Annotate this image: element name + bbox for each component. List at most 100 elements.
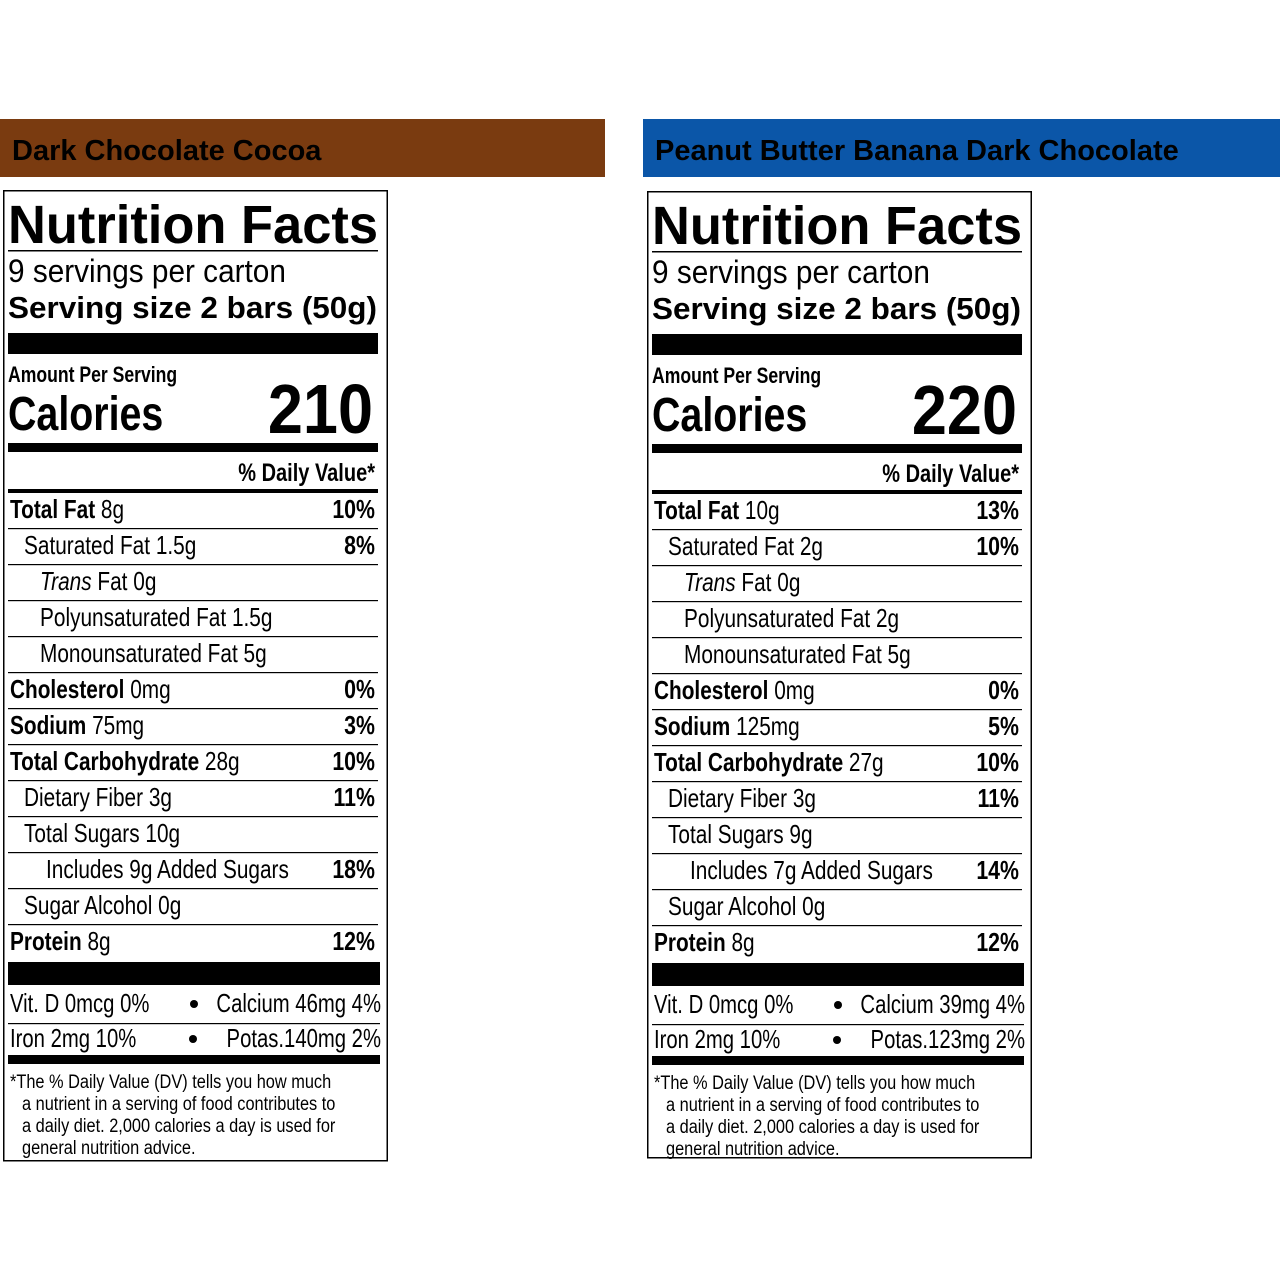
- bullet: [834, 1001, 842, 1009]
- nutrient-amount: 5g: [244, 638, 267, 668]
- nutrient-row: Total Sugars 9g: [668, 819, 813, 849]
- nutrient-row: Total Carbohydrate 28g: [10, 746, 240, 776]
- rule-medium: [8, 1055, 380, 1064]
- rule-medium: [652, 490, 1022, 494]
- rule-thin: [652, 251, 1022, 253]
- calories-label: Calories: [8, 388, 163, 441]
- header-banner: [643, 119, 1280, 177]
- nutrient-name: Total Carbohydrate: [10, 746, 199, 776]
- vitamin-left: Vit. D 0mcg 0%: [10, 988, 149, 1018]
- rule-medium: [8, 489, 378, 493]
- nutrient-amount: 2g: [876, 603, 899, 633]
- nutrient-row: Saturated Fat 2g: [668, 531, 823, 561]
- row-rule: [652, 529, 1022, 531]
- footnote-line: general nutrition advice.: [666, 1139, 840, 1160]
- row-rule: [652, 925, 1022, 927]
- nutrient-row: Includes 7g Added Sugars: [690, 855, 933, 885]
- nutrient-row: Total Fat 10g: [654, 495, 780, 525]
- row-rule: [652, 745, 1022, 747]
- nutrient-name: Total Sugars: [668, 819, 784, 849]
- bullet: [833, 1036, 841, 1044]
- rule-thick: [8, 333, 378, 354]
- nutrient-name: Polyunsaturated Fat: [684, 603, 871, 633]
- row-rule: [652, 889, 1022, 891]
- row-rule: [652, 853, 1022, 855]
- nutrient-name: Polyunsaturated Fat: [40, 602, 227, 632]
- header-title: Dark Chocolate Cocoa: [12, 135, 322, 167]
- nutrient-row: Protein 8g: [654, 927, 755, 957]
- footnote-line: a daily diet. 2,000 calories a day is us…: [22, 1116, 336, 1137]
- nutrient-dv: 0%: [988, 675, 1019, 705]
- nutrient-dv: 14%: [976, 855, 1019, 885]
- nutrient-name: Includes 9g Added Sugars: [46, 854, 289, 884]
- row-rule: [8, 672, 378, 674]
- nutrient-amount: 27g: [849, 747, 884, 777]
- nutrient-dv: 10%: [332, 746, 375, 776]
- nutrient-row: Sugar Alcohol 0g: [668, 891, 825, 921]
- nutrient-amount: 3g: [793, 783, 816, 813]
- nutrient-name: Total Carbohydrate: [654, 747, 843, 777]
- row-rule: [652, 781, 1022, 783]
- nutrient-name: Saturated Fat: [668, 531, 795, 561]
- nutrient-dv: 3%: [344, 710, 375, 740]
- nutrient-row: Sodium 125mg: [654, 711, 800, 741]
- nutrient-row: Total Sugars 10g: [24, 818, 180, 848]
- nutrient-name: Dietary Fiber: [668, 783, 787, 813]
- nutrient-name: Cholesterol: [10, 674, 124, 704]
- nutrient-dv: 10%: [976, 531, 1019, 561]
- label-title: Nutrition Facts: [652, 196, 1022, 256]
- nutrient-amount: 3g: [149, 782, 172, 812]
- nutrient-amount: 75mg: [92, 710, 144, 740]
- nutrient-row: Saturated Fat 1.5g: [24, 530, 196, 560]
- label-border: [3, 190, 388, 1162]
- nutrient-amount: 0mg: [774, 675, 814, 705]
- label-title: Nutrition Facts: [8, 195, 378, 255]
- row-rule: [8, 816, 378, 818]
- row-rule: [652, 673, 1022, 675]
- amount-per-serving: Amount Per Serving: [652, 363, 821, 388]
- nutrient-dv: 11%: [978, 783, 1019, 813]
- rule-thick: [652, 334, 1022, 355]
- nutrient-name: Total Sugars: [24, 818, 140, 848]
- nutrient-dv: 8%: [344, 530, 375, 560]
- vitamin-left: Iron 2mg 10%: [10, 1023, 136, 1053]
- row-rule: [8, 852, 378, 854]
- footnote-line: a nutrient in a serving of food contribu…: [22, 1094, 335, 1115]
- row-rule: [8, 564, 378, 566]
- row-rule: [652, 817, 1022, 819]
- footnote-line: general nutrition advice.: [22, 1138, 196, 1159]
- nutrient-row: Total Fat 8g: [10, 494, 124, 524]
- rule-medium: [8, 443, 378, 452]
- servings: 9 servings per carton: [652, 254, 930, 290]
- row-rule: [8, 924, 378, 926]
- nutrient-amount: 8g: [87, 926, 110, 956]
- rule-thick: [652, 963, 1024, 986]
- nutrient-row: Cholesterol 0mg: [654, 675, 815, 705]
- row-rule: [652, 709, 1022, 711]
- nutrient-row: Trans Fat 0g: [684, 567, 800, 597]
- nutrient-amount: 28g: [205, 746, 240, 776]
- vitamin-right: Calcium 46mg 4%: [216, 988, 381, 1018]
- nutrient-name: Includes 7g Added Sugars: [690, 855, 933, 885]
- dv-header: % Daily Value*: [882, 460, 1019, 488]
- rule-medium: [652, 1056, 1024, 1065]
- header-banner: [0, 119, 605, 177]
- nutrient-dv: 0%: [344, 674, 375, 704]
- nutrient-name: Protein: [654, 927, 726, 957]
- footnote-line: a daily diet. 2,000 calories a day is us…: [666, 1117, 980, 1138]
- nutrient-name: Dietary Fiber: [24, 782, 143, 812]
- footnote-line: *The % Daily Value (DV) tells you how mu…: [654, 1073, 975, 1094]
- calories-label: Calories: [652, 389, 807, 442]
- nutrient-dv: 12%: [976, 927, 1019, 957]
- footnote-line: *The % Daily Value (DV) tells you how mu…: [10, 1072, 331, 1093]
- nutrient-amount: 0g: [133, 566, 156, 596]
- nutrient-name: Monounsaturated Fat: [684, 639, 882, 669]
- nutrient-name: Sodium: [654, 711, 730, 741]
- row-rule: [8, 888, 378, 890]
- nutrient-row: Trans Fat 0g: [40, 566, 156, 596]
- nutrient-dv: 10%: [976, 747, 1019, 777]
- nutrient-row: Polyunsaturated Fat 1.5g: [40, 602, 272, 632]
- nutrient-amount: 5g: [888, 639, 911, 669]
- vitamin-left: Iron 2mg 10%: [654, 1024, 780, 1054]
